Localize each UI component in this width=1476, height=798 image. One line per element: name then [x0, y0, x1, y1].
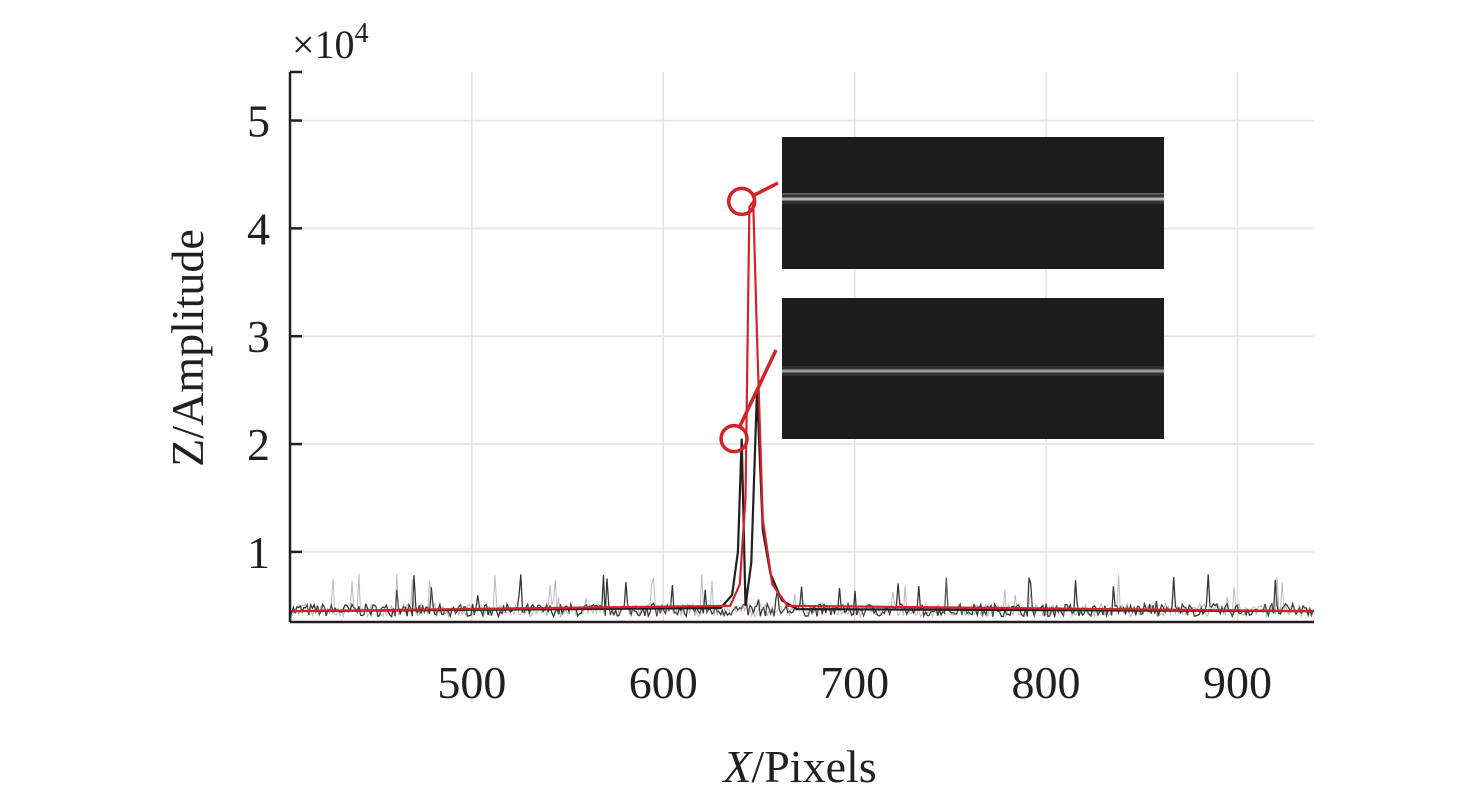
y-axis-multiplier: ×104 [292, 18, 369, 67]
x-tick-label: 700 [820, 657, 889, 708]
x-tick-label: 800 [1012, 657, 1081, 708]
x-tick-label: 600 [629, 657, 698, 708]
inset-bottom-background [782, 298, 1164, 439]
axes [288, 70, 1314, 624]
inset-bottom [782, 298, 1164, 439]
x-axis-title: X/Pixels [721, 741, 876, 792]
x-axis-title-italic: X [721, 741, 753, 792]
series-profile-a [289, 390, 1315, 613]
x-tick-label: 900 [1203, 657, 1272, 708]
annotations [719, 181, 779, 454]
inset-top-background [782, 137, 1164, 269]
tick-labels: 500 600 700 800 900 1 2 3 4 5 [247, 96, 1272, 708]
inset-top-line-secondary [782, 193, 1164, 195]
y-multiplier-base: ×10 [292, 22, 355, 67]
inset-top-line [782, 197, 1164, 201]
marker-circle [719, 423, 749, 454]
y-tick-label: 2 [247, 419, 270, 470]
y-tick-label: 1 [247, 527, 270, 578]
x-tick-label: 500 [437, 657, 506, 708]
y-multiplier-exponent: 4 [355, 18, 369, 49]
inset-bottom-line [782, 369, 1164, 373]
y-tick-label: 4 [247, 203, 270, 254]
y-tick-label: 5 [247, 96, 270, 147]
marker-leader-line [738, 349, 778, 428]
x-axis-title-rest: /Pixels [751, 741, 876, 792]
y-tick-label: 3 [247, 311, 270, 362]
noise-trace [289, 574, 1314, 619]
marker-circle [726, 186, 757, 217]
inset-top [782, 137, 1164, 269]
inset-images [782, 137, 1164, 439]
marker-leader-line [752, 181, 779, 198]
y-axis-title: Z/Amplitude [162, 229, 213, 467]
